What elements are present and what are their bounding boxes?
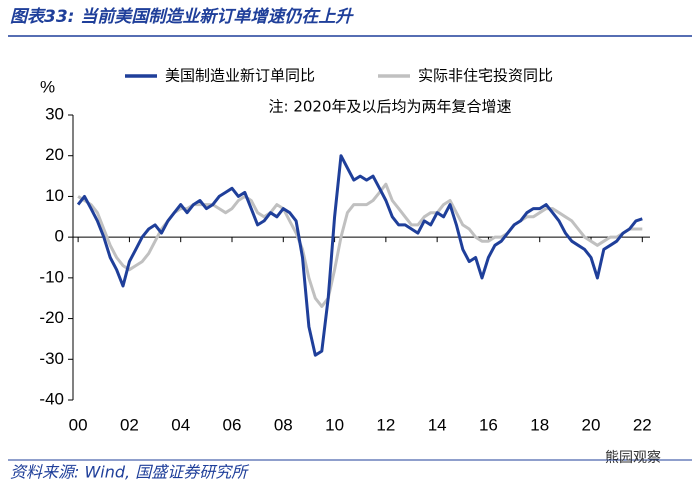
x-tick-label: 20	[582, 415, 601, 434]
y-tick-label: -10	[39, 267, 64, 286]
legend-label: 美国制造业新订单同比	[165, 67, 315, 85]
page-title: 图表33: 当前美国制造业新订单增速仍在上升	[10, 7, 354, 27]
x-tick-label: 02	[120, 415, 139, 434]
y-tick-label: -20	[39, 308, 64, 327]
source: 资料来源: Wind, 国盛证券研究所	[10, 463, 250, 482]
x-tick-label: 10	[325, 415, 344, 434]
y-tick-label: 10	[45, 186, 64, 205]
x-tick-label: 06	[223, 415, 242, 434]
y-tick-label: 20	[45, 145, 64, 164]
x-tick-label: 08	[274, 415, 293, 434]
x-tick-label: 12	[376, 415, 395, 434]
y-tick-label: -30	[39, 349, 64, 368]
y-tick-label: 30	[45, 104, 64, 123]
y-axis-label: %	[40, 77, 55, 96]
y-tick-label: -40	[39, 389, 64, 408]
x-tick-label: 22	[633, 415, 652, 434]
x-tick-label: 18	[530, 415, 549, 434]
y-tick-label: 0	[55, 227, 64, 246]
legend-label: 实际非住宅投资同比	[418, 67, 553, 85]
x-tick-label: 16	[479, 415, 498, 434]
watermark: 熊园观察	[605, 449, 661, 466]
x-tick-label: 00	[69, 415, 88, 434]
series-line	[76, 154, 643, 357]
series-line	[77, 182, 643, 308]
x-tick-label: 14	[428, 415, 447, 434]
annotation: 注: 2020年及以后均为两年复合增速	[269, 98, 512, 116]
x-tick-label: 04	[171, 415, 190, 434]
